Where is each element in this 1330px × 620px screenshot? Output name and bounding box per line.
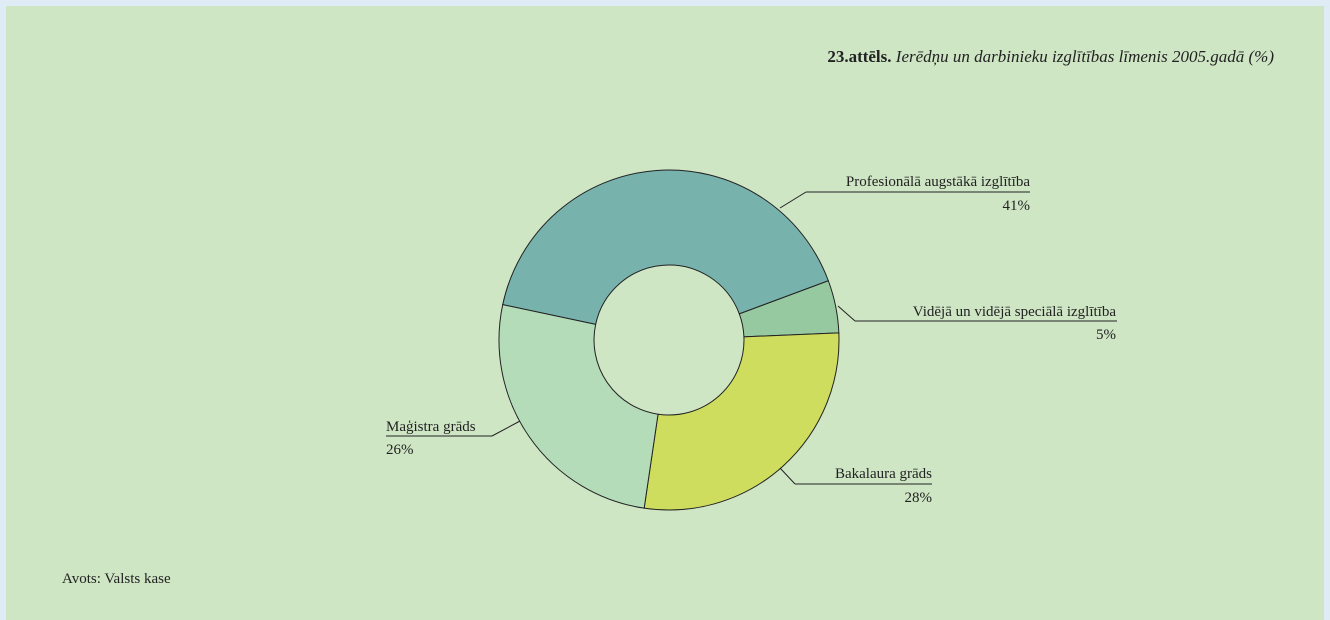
value-label: 26%	[386, 442, 414, 458]
leader-line	[779, 467, 796, 485]
category-label: Profesionālā augstākā izglītība	[846, 174, 1030, 190]
category-label: Bakalaura grāds	[835, 466, 932, 482]
leader-line	[837, 305, 856, 322]
donut-segment	[502, 169, 829, 325]
category-label: Vidējā un vidējā speciālā izglītība	[913, 304, 1117, 320]
donut-segment	[643, 332, 840, 511]
value-label: 5%	[1096, 327, 1116, 343]
figure-number: 23.attēls.	[827, 47, 891, 66]
leader-line	[779, 191, 807, 209]
category-label: Maģistra grāds	[386, 419, 476, 435]
title-text: Ierēdņu un darbinieku izglītības līmenis…	[895, 47, 1275, 66]
value-label: 28%	[905, 490, 933, 506]
leader-line	[491, 420, 521, 437]
chart-title: 23.attēls. Ierēdņu un darbinieku izglītī…	[827, 47, 1274, 66]
donut-segment	[498, 304, 659, 509]
chart-background	[6, 6, 1324, 620]
source: Avots: Valsts kase	[62, 571, 171, 587]
value-label: 41%	[1003, 198, 1031, 214]
